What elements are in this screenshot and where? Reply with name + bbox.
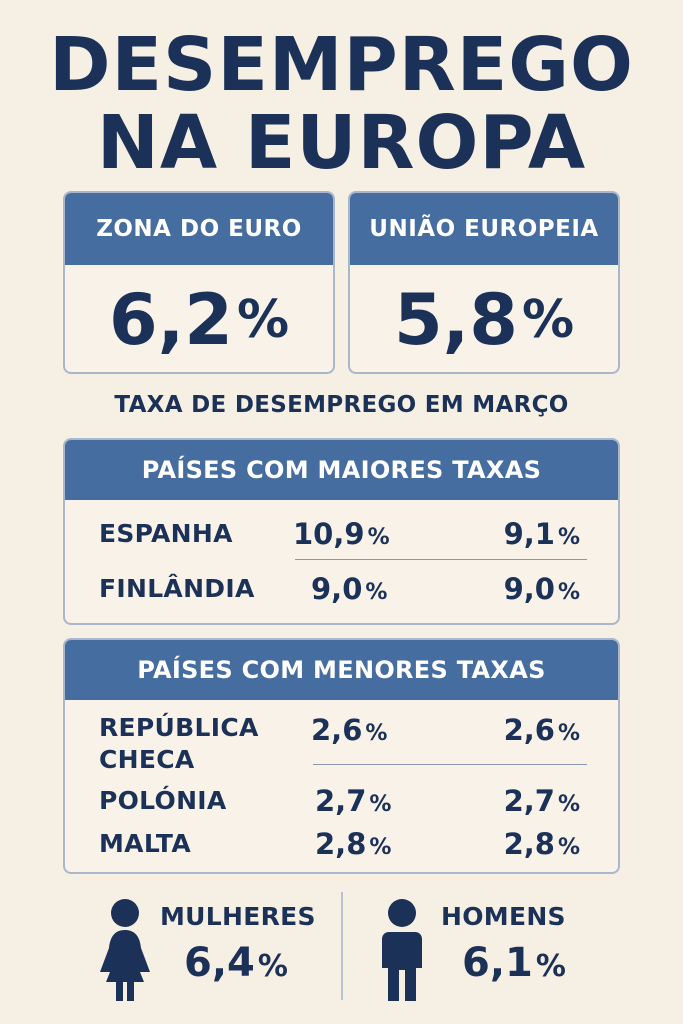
rate-value-1: 10,9% bbox=[293, 517, 390, 551]
kpi-label: UNIÃO EUROPEIA bbox=[350, 193, 618, 265]
panel-title: PAÍSES COM MAIORES TAXAS bbox=[65, 440, 618, 500]
kpi-unit: % bbox=[236, 289, 290, 350]
highest-rates-panel: PAÍSES COM MAIORES TAXAS ESPANHA 10,9% 9… bbox=[63, 438, 620, 625]
rate-value-1: 9,0% bbox=[311, 572, 388, 606]
kpi-value-box: 6,2% bbox=[65, 265, 333, 372]
men-label: HOMENS bbox=[441, 902, 566, 931]
kpi-value-box: 5,8% bbox=[350, 265, 618, 372]
kpi-card-euro-zone: ZONA DO EURO 6,2% bbox=[63, 191, 335, 374]
page-title-line2: NA EUROPA bbox=[96, 100, 587, 186]
kpi-card-european-union: UNIÃO EUROPEIA 5,8% bbox=[348, 191, 620, 374]
women-value: 6,4% bbox=[184, 940, 288, 986]
rate-value-1: 2,8% bbox=[315, 827, 392, 861]
kpi-value: 5,8 bbox=[393, 278, 518, 361]
divider bbox=[341, 892, 343, 1000]
rate-value-2: 2,6% bbox=[503, 713, 580, 747]
country-name: FINLÂNDIA bbox=[99, 574, 255, 603]
kpi-value: 6,2 bbox=[108, 278, 233, 361]
rate-value-2: 9,0% bbox=[503, 572, 580, 606]
panel-title: PAÍSES COM MENORES TAXAS bbox=[65, 640, 618, 700]
men-value: 6,1% bbox=[462, 940, 566, 986]
rate-value-1: 2,6% bbox=[311, 713, 388, 747]
rate-value-2: 9,1% bbox=[503, 517, 580, 551]
lowest-rates-panel: PAÍSES COM MENORES TAXAS REPÚBLICA CHECA… bbox=[63, 638, 620, 874]
rate-value-2: 2,7% bbox=[503, 784, 580, 818]
country-name: POLÓNIA bbox=[99, 786, 227, 815]
man-icon bbox=[382, 899, 422, 1001]
divider bbox=[295, 559, 587, 560]
rate-value-2: 2,8% bbox=[503, 827, 580, 861]
women-label: MULHERES bbox=[160, 902, 316, 931]
country-name: MALTA bbox=[99, 829, 191, 858]
woman-icon bbox=[100, 899, 150, 1001]
page-title-line1: DESEMPREGO bbox=[49, 22, 634, 108]
divider bbox=[313, 764, 587, 765]
country-name: ESPANHA bbox=[99, 519, 233, 548]
kpi-label: ZONA DO EURO bbox=[65, 193, 333, 265]
subtitle: TAXA DE DESEMPREGO EM MARÇO bbox=[114, 392, 569, 418]
rate-value-1: 2,7% bbox=[315, 784, 392, 818]
country-name: REPÚBLICA CHECA bbox=[99, 713, 259, 774]
kpi-unit: % bbox=[521, 289, 575, 350]
